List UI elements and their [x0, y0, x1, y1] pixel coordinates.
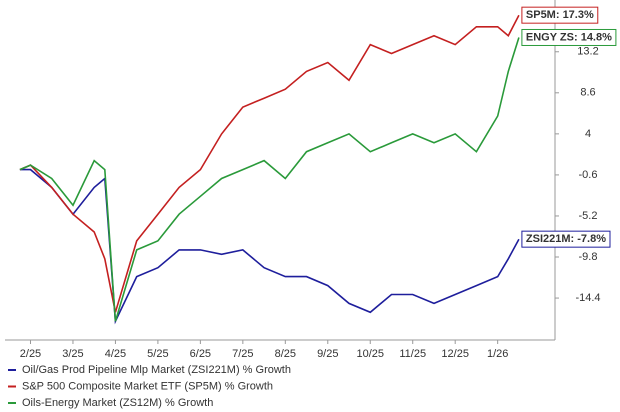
x-tick-label: 4/25: [105, 348, 126, 360]
y-tick-label: 8.6: [580, 87, 595, 99]
legend-label: Oil/Gas Prod Pipeline Mlp Market (ZSI221…: [22, 364, 291, 376]
end-label-box: [521, 230, 611, 248]
x-tick-label: 5/25: [147, 348, 168, 360]
y-tick-label: -9.8: [579, 251, 598, 263]
x-tick-label: 3/25: [62, 348, 83, 360]
x-tick-label: 10/25: [356, 348, 384, 360]
series-line: [19, 168, 520, 325]
end-label-box: [521, 28, 617, 46]
x-tick-label: 2/25: [20, 348, 41, 360]
x-tick-label: 6/25: [190, 348, 211, 360]
end-label-box: [521, 6, 599, 24]
x-tick-label: 12/25: [441, 348, 469, 360]
legend-label: S&P 500 Composite Market ETF (SP5M) % Gr…: [22, 380, 273, 392]
legend-label: Oils-Energy Market (ZS12M) % Growth: [22, 397, 213, 409]
y-tick-label: -14.4: [575, 292, 600, 304]
y-tick-label: 4: [585, 128, 591, 140]
end-label: ENGY ZS: 14.8%: [526, 31, 612, 43]
x-tick-label: 7/25: [232, 348, 253, 360]
x-tick-label: 1/26: [487, 348, 508, 360]
y-tick-label: -5.2: [579, 210, 598, 222]
x-tick-label: 8/25: [275, 348, 296, 360]
x-tick-label: 11/25: [399, 348, 426, 360]
series-line: [19, 37, 520, 322]
series-line: [19, 14, 520, 313]
x-tick-label: 9/25: [317, 348, 338, 360]
y-tick-label: 13.2: [577, 46, 598, 58]
end-label: SP5M: 17.3%: [526, 9, 594, 21]
end-label: ZSI221M: -7.8%: [526, 233, 606, 245]
y-tick-label: -0.6: [579, 169, 598, 181]
